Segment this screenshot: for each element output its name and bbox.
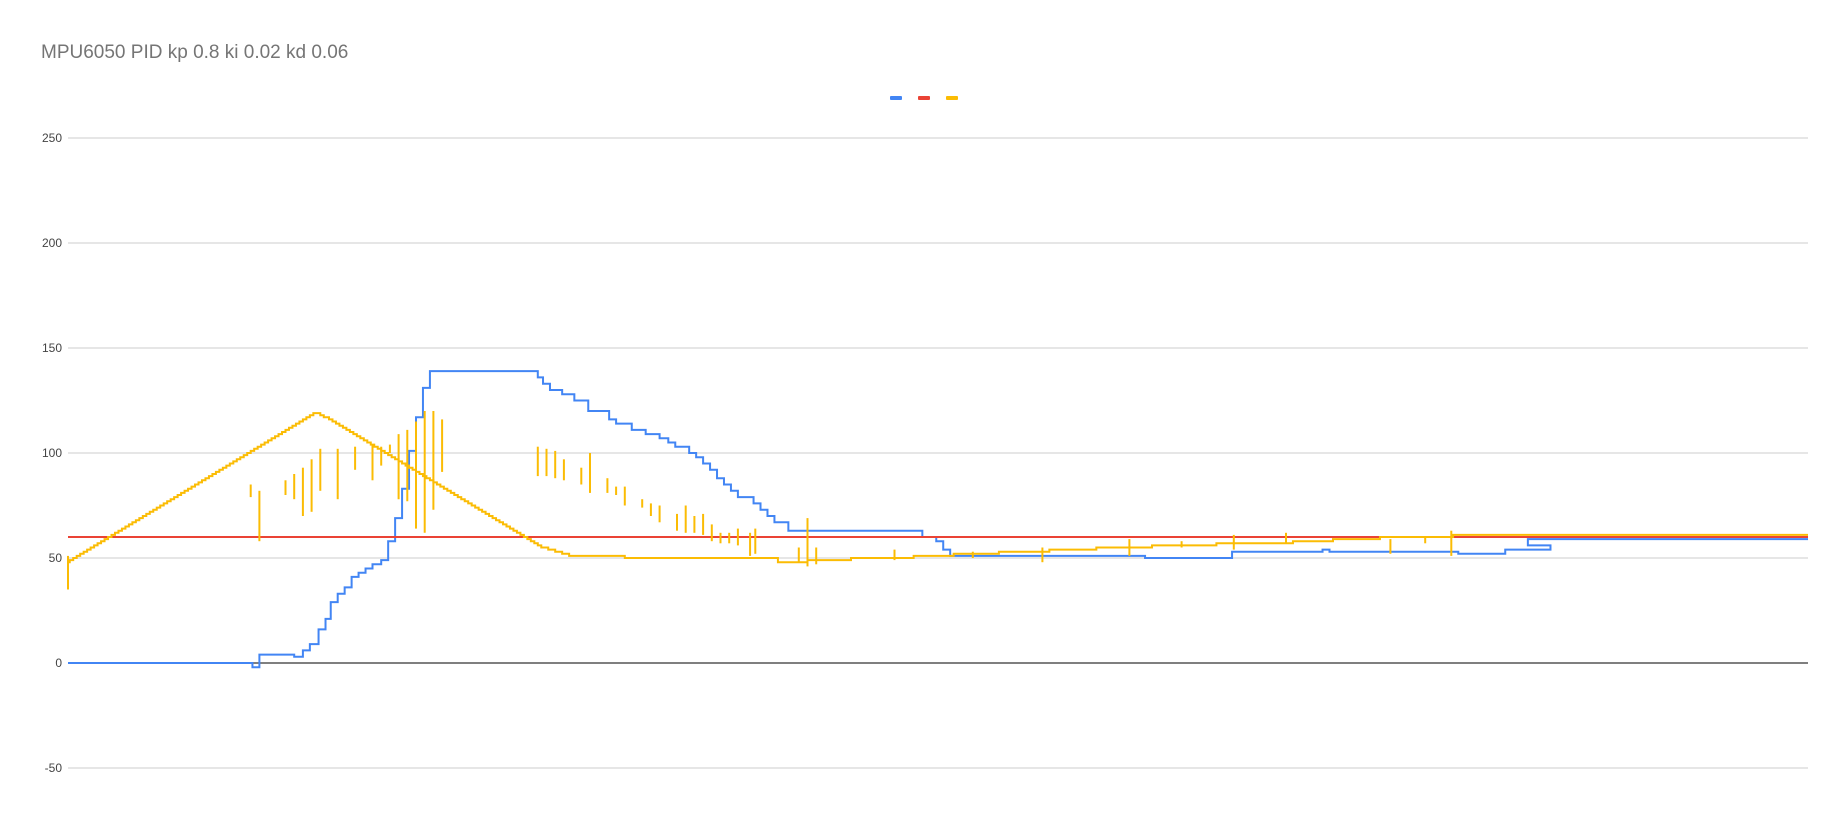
chart-title: MPU6050 PID kp 0.8 ki 0.02 kd 0.06 [41,42,349,63]
series-group [67,370,1808,669]
y-tick-label: 0 [55,656,62,670]
y-tick-label: 150 [42,341,62,355]
legend-swatch [890,96,902,100]
y-tick-label: 50 [49,551,63,565]
y-axis-ticks: -50 0 50 100 150 200 250 [42,131,62,775]
gridlines [68,137,1808,769]
series-line [68,412,1808,564]
y-tick-label: -50 [45,761,63,775]
legend-swatch [946,96,958,100]
y-tick-label: 200 [42,236,62,250]
legend [890,96,958,100]
y-tick-label: 250 [42,131,62,145]
series-line [68,370,1808,669]
y-tick-label: 100 [42,446,62,460]
legend-swatch [918,96,930,100]
